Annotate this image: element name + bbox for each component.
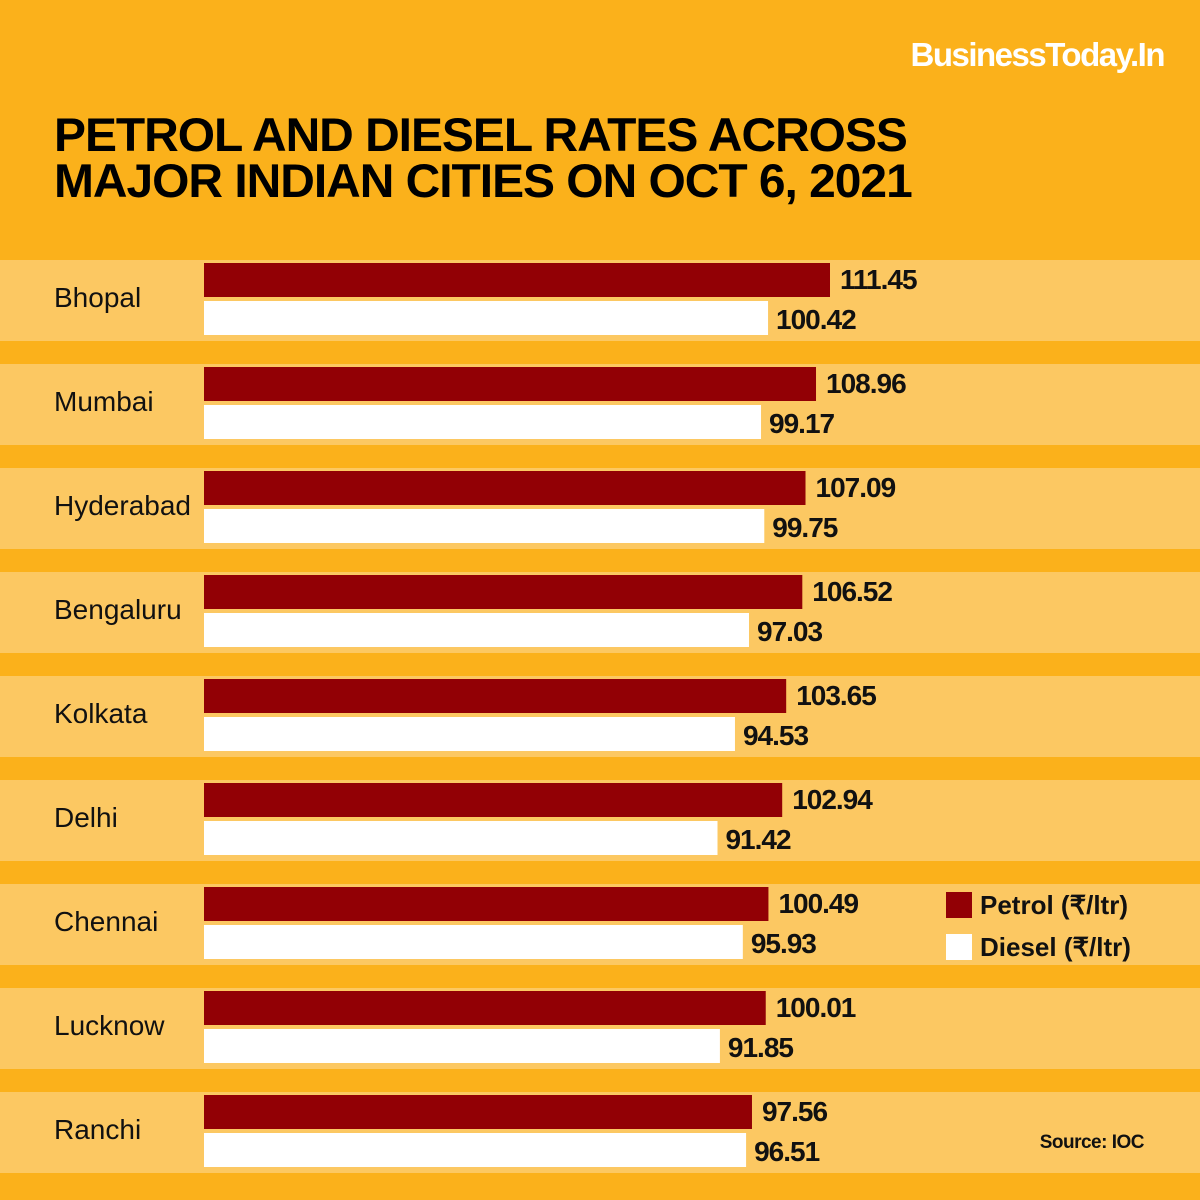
city-label: Delhi bbox=[54, 802, 118, 833]
bar-diesel bbox=[204, 1133, 747, 1167]
bar-diesel bbox=[204, 613, 750, 647]
bar-diesel bbox=[204, 509, 765, 543]
legend-label-diesel: Diesel (₹/ltr) bbox=[980, 931, 1131, 962]
bar-petrol bbox=[204, 367, 817, 401]
value-label-diesel: 95.93 bbox=[751, 928, 816, 959]
value-label-petrol: 100.49 bbox=[778, 888, 858, 919]
value-label-petrol: 102.94 bbox=[792, 784, 873, 815]
bar-petrol bbox=[204, 783, 783, 817]
chart-legend: Petrol (₹/ltr) Diesel (₹/ltr) bbox=[946, 884, 1131, 968]
legend-swatch-petrol bbox=[946, 892, 972, 918]
bar-petrol bbox=[204, 263, 830, 297]
bar-petrol bbox=[204, 575, 803, 609]
bar-diesel bbox=[204, 925, 743, 959]
bar-petrol bbox=[204, 1095, 752, 1129]
city-label: Mumbai bbox=[54, 386, 154, 417]
bar-diesel bbox=[204, 301, 769, 335]
value-label-petrol: 100.01 bbox=[776, 992, 856, 1023]
legend-item-diesel: Diesel (₹/ltr) bbox=[946, 926, 1131, 968]
city-label: Chennai bbox=[54, 906, 158, 937]
value-label-petrol: 103.65 bbox=[796, 680, 876, 711]
city-label: Hyderabad bbox=[54, 490, 191, 521]
chart-title-line-1: PETROL AND DIESEL RATES ACROSS bbox=[54, 108, 908, 161]
value-label-petrol: 111.45 bbox=[840, 264, 917, 295]
legend-label-petrol: Petrol (₹/ltr) bbox=[980, 889, 1128, 920]
bar-petrol bbox=[204, 991, 766, 1025]
value-label-petrol: 106.52 bbox=[812, 576, 892, 607]
city-label: Kolkata bbox=[54, 698, 148, 729]
chart-title-line-2: MAJOR INDIAN CITIES ON OCT 6, 2021 bbox=[54, 154, 913, 207]
city-label: Ranchi bbox=[54, 1114, 141, 1145]
bar-petrol bbox=[204, 887, 769, 921]
bar-petrol bbox=[204, 679, 787, 713]
source-note: Source: IOC bbox=[1039, 1132, 1145, 1153]
bar-diesel bbox=[204, 821, 718, 855]
value-label-diesel: 91.42 bbox=[725, 824, 790, 855]
city-label: Bhopal bbox=[54, 282, 141, 313]
value-label-diesel: 94.53 bbox=[743, 720, 808, 751]
bar-diesel bbox=[204, 405, 762, 439]
bar-diesel bbox=[204, 1029, 720, 1063]
value-label-diesel: 96.51 bbox=[754, 1136, 819, 1167]
value-label-diesel: 91.85 bbox=[728, 1032, 793, 1063]
bar-petrol bbox=[204, 471, 806, 505]
value-label-diesel: 99.17 bbox=[769, 408, 834, 439]
bar-diesel bbox=[204, 717, 735, 751]
legend-item-petrol: Petrol (₹/ltr) bbox=[946, 884, 1131, 926]
value-label-petrol: 97.56 bbox=[762, 1096, 827, 1127]
value-label-petrol: 108.96 bbox=[826, 368, 906, 399]
value-label-diesel: 99.75 bbox=[772, 512, 837, 543]
brand-logo: BusinessToday.In bbox=[910, 36, 1165, 73]
chart-title: PETROL AND DIESEL RATES ACROSS MAJOR IND… bbox=[54, 108, 913, 207]
city-label: Bengaluru bbox=[54, 594, 182, 625]
legend-swatch-diesel bbox=[946, 934, 972, 960]
value-label-diesel: 97.03 bbox=[757, 616, 822, 647]
value-label-petrol: 107.09 bbox=[816, 472, 896, 503]
city-label: Lucknow bbox=[54, 1010, 165, 1041]
value-label-diesel: 100.42 bbox=[776, 304, 856, 335]
